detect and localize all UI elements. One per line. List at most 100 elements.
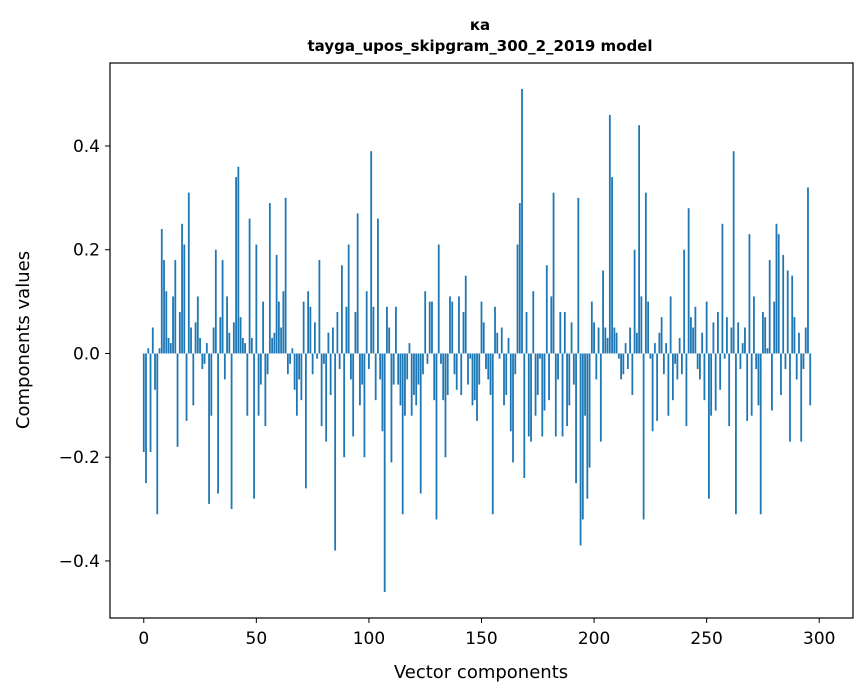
bar <box>552 192 555 354</box>
bar <box>147 348 150 354</box>
bar <box>259 353 262 385</box>
bar <box>505 353 508 395</box>
bar <box>597 327 600 354</box>
bar <box>230 353 233 510</box>
bar <box>741 343 744 354</box>
bar <box>253 353 255 499</box>
bar <box>694 306 697 354</box>
bar <box>343 353 346 458</box>
bar <box>750 353 753 416</box>
bar <box>476 353 478 421</box>
bar <box>169 343 172 354</box>
bar <box>381 353 384 432</box>
bar <box>532 291 535 354</box>
bar <box>500 327 503 354</box>
bar <box>379 353 382 380</box>
bar <box>368 353 370 370</box>
bar <box>629 327 631 354</box>
bar <box>516 244 519 354</box>
bar <box>289 353 292 364</box>
bar <box>755 353 758 370</box>
bar <box>782 254 785 354</box>
bar <box>282 291 285 354</box>
bar <box>417 353 420 385</box>
bar <box>593 322 595 354</box>
bar <box>286 353 289 375</box>
chart-title: ка tayga_upos_skipgram_300_2_2019 model <box>308 16 653 55</box>
bar <box>341 265 343 354</box>
bar <box>404 353 406 416</box>
bar <box>705 301 708 354</box>
bar <box>401 353 404 515</box>
bar <box>190 327 192 354</box>
y-tick-label: −0.2 <box>59 448 100 468</box>
bar <box>392 353 395 385</box>
bar <box>223 353 226 380</box>
bar <box>703 353 706 401</box>
bar <box>762 311 764 354</box>
bar <box>451 301 454 354</box>
bar <box>322 353 325 364</box>
bar <box>332 327 334 354</box>
bar <box>530 353 532 442</box>
bar <box>485 353 487 370</box>
bar <box>316 353 319 359</box>
bar <box>570 322 573 354</box>
bar <box>431 301 433 354</box>
bar <box>419 353 422 494</box>
bar <box>271 337 274 354</box>
bar <box>809 353 812 406</box>
bar <box>388 327 391 354</box>
bar <box>377 218 379 354</box>
bar <box>415 353 418 406</box>
bar <box>458 296 460 354</box>
bar <box>356 213 359 354</box>
bar <box>721 223 724 354</box>
bar <box>160 228 163 354</box>
bar <box>395 306 397 354</box>
bar <box>539 353 541 359</box>
bar <box>248 218 251 354</box>
bar <box>176 353 179 447</box>
bar <box>804 327 807 354</box>
bar <box>795 353 798 380</box>
bar <box>336 311 339 354</box>
bar <box>498 353 501 359</box>
bar <box>791 275 794 354</box>
bar <box>599 353 602 442</box>
bar <box>257 353 260 416</box>
bar <box>640 296 643 354</box>
x-tick-label: 100 <box>353 629 385 649</box>
bar <box>732 151 735 354</box>
bar <box>462 311 465 354</box>
bar <box>651 353 654 432</box>
bar <box>293 353 296 390</box>
bar <box>183 244 186 354</box>
bar <box>509 353 512 432</box>
bar <box>557 353 559 380</box>
bar <box>214 249 217 354</box>
bar <box>604 327 607 354</box>
bar-series <box>142 88 812 593</box>
x-axis-label: Vector components <box>394 662 568 683</box>
bar <box>203 353 206 364</box>
bar <box>172 296 174 354</box>
plot-frame <box>109 62 854 619</box>
bar <box>753 296 755 354</box>
bar <box>167 337 170 354</box>
bar <box>494 306 496 354</box>
bar <box>275 254 278 354</box>
bar <box>280 327 283 354</box>
bar <box>521 88 523 354</box>
bar <box>613 327 616 354</box>
bar <box>667 353 670 416</box>
bar <box>602 270 604 354</box>
x-tick-label: 300 <box>803 629 835 649</box>
bar <box>325 353 328 442</box>
chart-title-line-1: ка <box>470 16 490 34</box>
bar <box>680 353 683 375</box>
bar <box>735 353 737 515</box>
bar <box>674 353 677 364</box>
bar <box>455 353 458 390</box>
x-tick-label: 50 <box>246 629 268 649</box>
